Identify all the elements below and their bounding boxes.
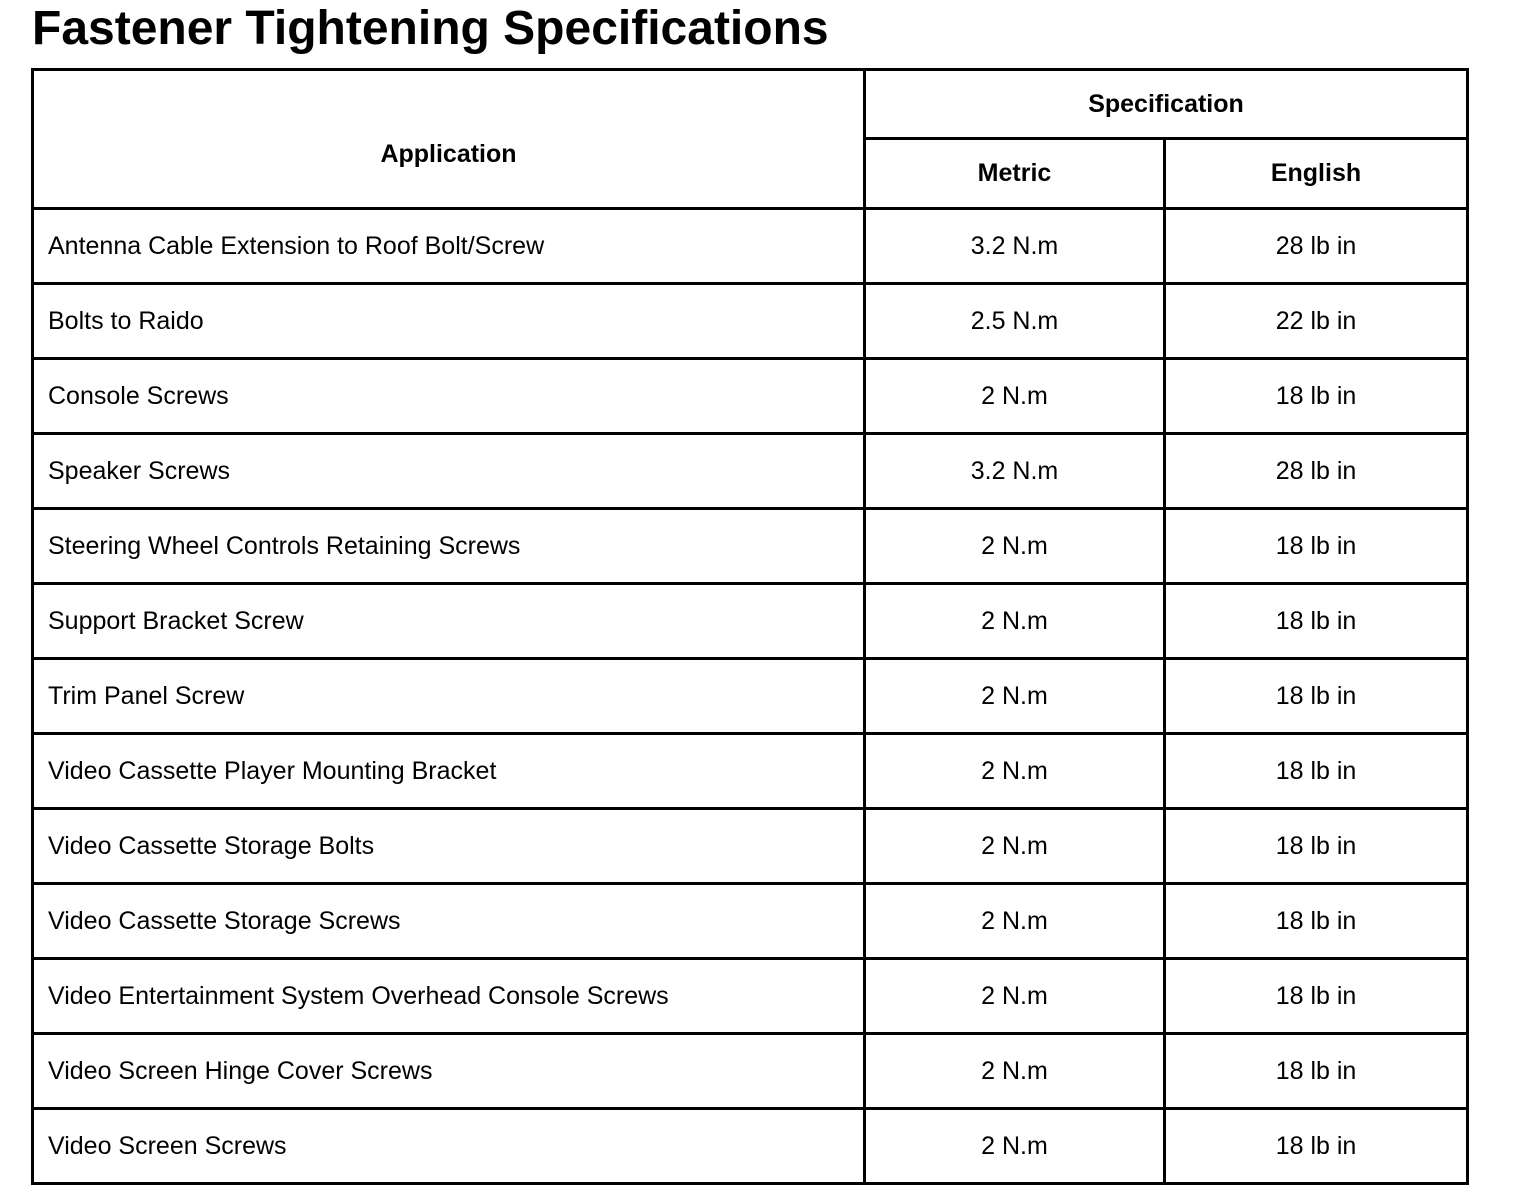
table-row: Video Screen Screws 2 N.m 18 lb in	[31, 1107, 1469, 1185]
application-cell: Trim Panel Screw	[31, 657, 866, 735]
metric-cell: 3.2 N.m	[863, 432, 1166, 510]
application-cell: Speaker Screws	[31, 432, 866, 510]
table-row: Bolts to Raido 2.5 N.m 22 lb in	[31, 282, 1469, 360]
metric-cell: 2 N.m	[863, 807, 1166, 885]
application-cell: Video Entertainment System Overhead Cons…	[31, 957, 866, 1035]
english-cell: 18 lb in	[1163, 657, 1469, 735]
column-header: Application	[31, 68, 866, 210]
spec-table: Application Specification Metric English…	[31, 68, 1469, 1185]
metric-cell: 2.5 N.m	[863, 282, 1166, 360]
metric-cell: 2 N.m	[863, 657, 1166, 735]
page-title: Fastener Tightening Specifications	[32, 2, 829, 55]
table-row: Steering Wheel Controls Retaining Screws…	[31, 507, 1469, 585]
metric-cell: 2 N.m	[863, 882, 1166, 960]
english-cell: 18 lb in	[1163, 807, 1469, 885]
header-row: Metric English	[33, 137, 1469, 210]
metric-cell: 3.2 N.m	[863, 207, 1166, 285]
table-row: Video Screen Hinge Cover Screws 2 N.m 18 l…	[31, 1032, 1469, 1110]
header-row: Application Specification	[31, 68, 1469, 210]
english-cell: 28 lb in	[1163, 207, 1469, 285]
table-row: Console Screws 2 N.m 18 lb in	[31, 357, 1469, 435]
english-cell: 22 lb in	[1163, 282, 1469, 360]
application-cell: Video Cassette Storage Screws	[31, 882, 866, 960]
metric-cell: 2 N.m	[863, 732, 1166, 810]
metric-cell: 2 N.m	[863, 1107, 1166, 1185]
metric-cell: 2 N.m	[863, 1032, 1166, 1110]
column-header: English	[1163, 137, 1469, 210]
table-row: Speaker Screws 3.2 N.m 28 lb in	[31, 432, 1469, 510]
english-cell: 18 lb in	[1163, 507, 1469, 585]
application-cell: Antenna Cable Extension to Roof Bolt/Scr…	[31, 207, 866, 285]
application-cell: Video Screen Screws	[31, 1107, 866, 1185]
application-cell: Video Cassette Storage Bolts	[31, 807, 866, 885]
english-cell: 18 lb in	[1163, 957, 1469, 1035]
table-row: Video Entertainment System Overhead Cons…	[31, 957, 1469, 1035]
english-cell: 18 lb in	[1163, 357, 1469, 435]
application-cell: Bolts to Raido	[31, 282, 866, 360]
table-row: Support Bracket Screw 2 N.m 18 lb in	[31, 582, 1469, 660]
table-row: Video Cassette Storage Screws 2 N.m 18 lb …	[31, 882, 1469, 960]
english-cell: 18 lb in	[1163, 582, 1469, 660]
english-cell: 28 lb in	[1163, 432, 1469, 510]
table-row: Antenna Cable Extension to Roof Bolt/Scr…	[31, 207, 1469, 285]
application-cell: Support Bracket Screw	[31, 582, 866, 660]
table-row: Video Cassette Storage Bolts 2 N.m 18 lb i…	[31, 807, 1469, 885]
metric-cell: 2 N.m	[863, 357, 1166, 435]
application-cell: Video Screen Hinge Cover Screws	[31, 1032, 866, 1110]
metric-cell: 2 N.m	[863, 957, 1166, 1035]
application-cell: Video Cassette Player Mounting Bracket	[31, 732, 866, 810]
english-cell: 18 lb in	[1163, 1032, 1469, 1110]
table-row: Video Cassette Player Mounting Bracket 2 …	[31, 732, 1469, 810]
english-cell: 18 lb in	[1163, 882, 1469, 960]
english-cell: 18 lb in	[1163, 1107, 1469, 1185]
application-cell: Console Screws	[31, 357, 866, 435]
table-body: Antenna Cable Extension to Roof Bolt/Scr…	[31, 207, 1469, 1185]
metric-cell: 2 N.m	[863, 507, 1166, 585]
english-cell: 18 lb in	[1163, 732, 1469, 810]
table-row: Trim Panel Screw 2 N.m 18 lb in	[31, 657, 1469, 735]
application-cell: Steering Wheel Controls Retaining Screws	[31, 507, 866, 585]
column-header: Metric	[863, 137, 1166, 210]
metric-cell: 2 N.m	[863, 582, 1166, 660]
column-group-header: Specification	[863, 68, 1469, 140]
